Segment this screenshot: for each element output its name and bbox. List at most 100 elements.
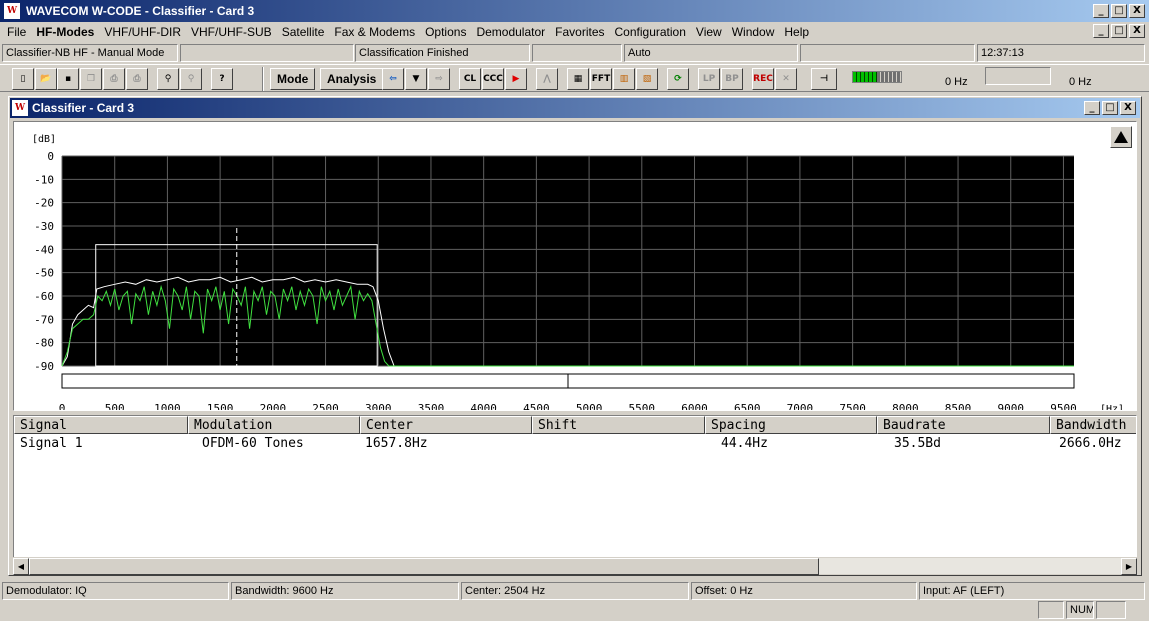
status-offset: Offset: 0 Hz <box>691 582 917 600</box>
status-num: NUM <box>1066 601 1094 619</box>
menu-window[interactable]: Window <box>731 25 775 39</box>
filter-bp-icon[interactable]: BP <box>721 68 743 90</box>
waterfall-icon[interactable]: ▥ <box>613 68 635 90</box>
status-blank-1 <box>180 44 354 62</box>
spectrum-chart[interactable]: 0 -10 -20 -30 -40 -50 -60 -70 -80 -90 0 500 1000 1500… <box>14 122 1136 410</box>
child-minimize-button[interactable]: _ <box>1084 101 1100 115</box>
top-status-row: Classifier-NB HF - Manual Mode Classific… <box>0 44 1149 63</box>
ccc-button[interactable]: CCC <box>482 68 504 90</box>
child-close-button[interactable]: X <box>1120 101 1136 115</box>
x-tick-label: 3500 <box>418 402 445 410</box>
mdi-minimize-button[interactable]: _ <box>1093 24 1109 38</box>
x-tick-label: 1500 <box>207 402 234 410</box>
status-blank-3 <box>800 44 975 62</box>
open-folder-icon[interactable]: 📂 <box>35 68 57 90</box>
cell-modulation: OFDM-60 Tones <box>202 436 304 451</box>
menu-vhf-uhf-sub[interactable]: VHF/UHF-SUB <box>191 25 272 39</box>
horizontal-scrollbar[interactable]: ◀ ▶ <box>13 557 1137 575</box>
menu-options[interactable]: Options <box>425 25 467 39</box>
analysis-button[interactable]: Analysis <box>320 68 384 90</box>
menu-file[interactable]: File <box>7 25 27 39</box>
signal-level-meter <box>852 71 902 83</box>
filter-lp-icon[interactable]: LP <box>698 68 720 90</box>
save-icon[interactable]: ▪ <box>57 68 79 90</box>
dropdown-icon[interactable]: ▼ <box>405 68 427 90</box>
rec-button[interactable]: REC <box>752 68 774 90</box>
new-file-icon[interactable]: ▯ <box>12 68 34 90</box>
maximize-button[interactable]: □ <box>1111 4 1127 18</box>
wavecom-logo-icon: W <box>4 3 20 19</box>
close-button[interactable]: X <box>1129 4 1145 18</box>
signal-table: Signal Modulation Center Shift Spacing B… <box>13 415 1137 559</box>
scroll-right-icon[interactable]: ▶ <box>1121 558 1137 575</box>
signal-level-empty <box>877 72 901 82</box>
y-tick-label: -50 <box>34 267 54 280</box>
classifier-title: Classifier - Card 3 <box>32 101 135 115</box>
print-preview-icon[interactable]: ⎙ <box>103 68 125 90</box>
y-tick-label: -70 <box>34 313 54 326</box>
scroll-thumb[interactable] <box>29 558 819 575</box>
col-signal[interactable]: Signal <box>14 416 188 434</box>
arrow-left-icon[interactable]: ⇦ <box>382 68 404 90</box>
status-time: 12:37:13 <box>977 44 1145 62</box>
cl-button[interactable]: CL <box>459 68 481 90</box>
mode-button[interactable]: Mode <box>270 68 316 90</box>
x-tick-label: 1000 <box>154 402 181 410</box>
col-spacing[interactable]: Spacing <box>705 416 877 434</box>
status-caps <box>1038 601 1064 619</box>
up-arrow-button[interactable] <box>1110 126 1132 148</box>
menu-vhf-uhf-dir[interactable]: VHF/UHF-DIR <box>104 25 182 39</box>
x-axis-label: [Hz] <box>1100 404 1124 410</box>
col-modulation[interactable]: Modulation <box>188 416 360 434</box>
print-icon[interactable]: ⎙ <box>126 68 148 90</box>
col-center[interactable]: Center <box>360 416 532 434</box>
table-header: Signal Modulation Center Shift Spacing B… <box>14 416 1136 434</box>
x-tick-label: 8500 <box>945 402 972 410</box>
menu-fax-modems[interactable]: Fax & Modems <box>334 25 416 39</box>
col-baudrate[interactable]: Baudrate <box>877 416 1050 434</box>
mdi-maximize-button[interactable]: □ <box>1111 24 1127 38</box>
menu-help[interactable]: Help <box>784 25 810 39</box>
find-icon[interactable]: ⚲ <box>157 68 179 90</box>
copy-icon[interactable]: ❐ <box>80 68 102 90</box>
mdi-close-button[interactable]: X <box>1129 24 1145 38</box>
x-tick-label: 4000 <box>470 402 497 410</box>
sonagram-icon[interactable]: ▧ <box>636 68 658 90</box>
freq-slider[interactable] <box>985 67 1051 85</box>
fft-button[interactable]: FFT <box>590 68 612 90</box>
menu-satellite[interactable]: Satellite <box>281 25 325 39</box>
x-tick-label: 8000 <box>892 402 919 410</box>
squelch-icon[interactable]: ⊣ <box>811 68 837 90</box>
x-tick-label: 6000 <box>681 402 708 410</box>
y-tick-label: -30 <box>34 220 54 233</box>
col-bandwidth[interactable]: Bandwidth <box>1050 416 1136 434</box>
tuning-icon[interactable]: ⋀ <box>536 68 558 90</box>
status-center: Center: 2504 Hz <box>461 582 689 600</box>
stop-record-icon[interactable]: ✕ <box>775 68 797 90</box>
menu-hf-modes[interactable]: HF-Modes <box>36 25 95 39</box>
find-next-icon[interactable]: ⚲ <box>180 68 202 90</box>
arrow-right-icon[interactable]: ⇨ <box>428 68 450 90</box>
menu-favorites[interactable]: Favorites <box>555 25 605 39</box>
menu-configuration[interactable]: Configuration <box>614 25 686 39</box>
menu-view[interactable]: View <box>695 25 722 39</box>
x-tick-label: 5500 <box>629 402 656 410</box>
help-icon[interactable]: ? <box>211 68 233 90</box>
refresh-icon[interactable]: ⟳ <box>667 68 689 90</box>
x-tick-label: 4500 <box>523 402 550 410</box>
menu-demodulator[interactable]: Demodulator <box>476 25 546 39</box>
minimize-button[interactable]: _ <box>1093 4 1109 18</box>
x-tick-label: 7000 <box>787 402 814 410</box>
classifier-titlebar: W Classifier - Card 3 _ □ X <box>10 98 1140 118</box>
average-trace <box>61 284 1074 367</box>
freq-left-label: 0 Hz <box>945 76 968 88</box>
menu-bar: File HF-Modes VHF/UHF-DIR VHF/UHF-SUB Sa… <box>0 22 1149 42</box>
plot-background <box>62 156 1074 366</box>
scroll-left-icon[interactable]: ◀ <box>13 558 29 575</box>
col-shift[interactable]: Shift <box>532 416 705 434</box>
demod-icon[interactable]: ▦ <box>567 68 589 90</box>
peak-trace <box>61 276 1074 367</box>
child-maximize-button[interactable]: □ <box>1102 101 1118 115</box>
status-auto: Auto <box>624 44 798 62</box>
play-icon[interactable]: ▶ <box>505 68 527 90</box>
